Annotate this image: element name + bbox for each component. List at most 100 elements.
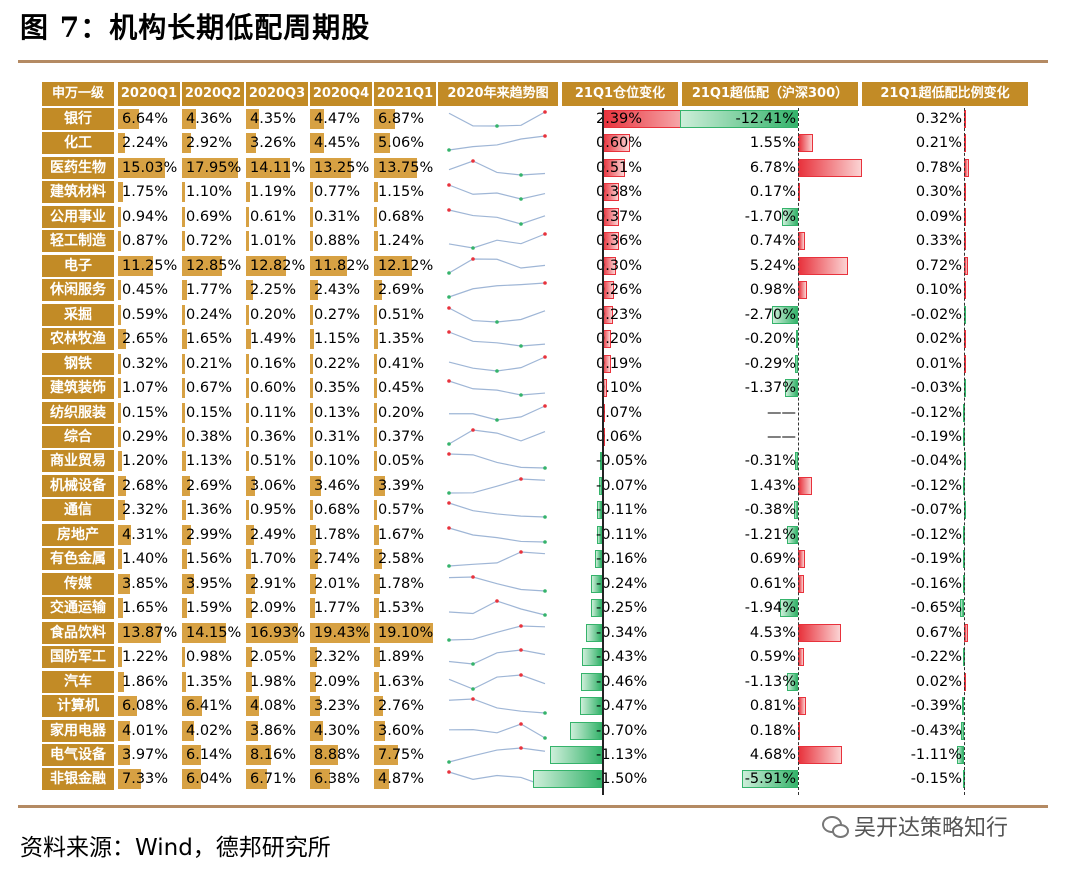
quarter-cell: 2.24%	[118, 132, 180, 154]
quarter-bar	[118, 206, 121, 227]
trend-line	[448, 135, 546, 152]
quarter-cell: 0.77%	[310, 181, 372, 203]
trend-point	[543, 232, 547, 237]
trend-sparkline	[447, 281, 547, 300]
quarter-value: 0.45%	[122, 282, 169, 299]
quarter-bar	[374, 182, 378, 203]
position-change-value: 0.37%	[596, 208, 643, 225]
overweight-ratio-change-value: -0.19%	[910, 428, 962, 445]
quarter-value: 4.47%	[314, 111, 361, 127]
quarter-value: 2.92%	[186, 135, 233, 152]
quarter-cell: 0.29%	[118, 426, 180, 448]
position-change-bar	[590, 599, 602, 618]
position-change-bar	[586, 623, 602, 642]
quarter-value: 3.95%	[186, 575, 233, 592]
row-label: 机械设备	[42, 474, 114, 497]
row-label: 电子	[42, 254, 114, 277]
trend-sparkline	[448, 672, 546, 691]
position-change-bar	[594, 550, 602, 569]
quarter-value: 2.09%	[314, 673, 361, 690]
quarter-value: 5.06%	[378, 135, 425, 152]
row-label: 计算机	[42, 695, 114, 718]
quarter-cell: 1.15%	[374, 181, 436, 203]
quarter-cell: 4.01%	[118, 720, 180, 742]
quarter-bar	[374, 500, 377, 521]
header-1: 2020Q1	[118, 82, 180, 106]
quarter-cell: 13.25%	[310, 157, 372, 179]
quarter-bar	[182, 378, 185, 399]
trend-sparkline	[448, 110, 547, 128]
quarter-bar	[310, 109, 324, 129]
quarter-value: 0.38%	[186, 428, 233, 445]
overweight-ratio-change-value: -0.19%	[910, 551, 962, 568]
trend-sparkline	[449, 403, 547, 422]
row-label: 有色金属	[42, 548, 114, 571]
quarter-value: 1.01%	[250, 233, 297, 250]
quarter-value: 3.23%	[314, 698, 361, 715]
quarter-cell: 2.99%	[182, 524, 244, 546]
quarter-cell: 0.68%	[310, 499, 372, 521]
row-label: 轻工制造	[42, 230, 114, 253]
quarter-cell: 12.82%	[246, 255, 308, 277]
quarter-bar	[246, 500, 249, 521]
trend-point	[471, 159, 475, 163]
position-change-value: 0.20%	[596, 331, 643, 348]
quarter-value: 6.38%	[314, 771, 361, 788]
quarter-cell: 14.15%	[182, 622, 244, 644]
quarter-cell: 0.59%	[118, 304, 180, 326]
quarter-value: 12.85%	[186, 257, 242, 274]
quarter-bar	[118, 304, 121, 325]
header-4: 2020Q4	[310, 82, 372, 106]
header-2: 2020Q2	[182, 82, 244, 106]
trend-line	[448, 527, 546, 543]
trend-point	[471, 686, 475, 691]
quarter-value: 11.82%	[314, 257, 370, 274]
quarter-value: 1.24%	[378, 233, 425, 250]
quarter-cell: 3.39%	[374, 475, 436, 497]
trend-sparkline	[447, 428, 546, 446]
quarter-bar	[118, 549, 123, 570]
overweight-bar	[772, 305, 798, 324]
quarter-bar	[310, 426, 313, 447]
quarter-cell: 0.94%	[118, 206, 180, 228]
quarter-cell: 0.38%	[182, 426, 244, 448]
quarter-cell: 7.75%	[374, 744, 436, 766]
quarter-bar	[246, 206, 249, 227]
quarter-cell: 19.10%	[374, 622, 436, 644]
position-change-value: -0.24%	[596, 575, 648, 592]
quarter-value: 0.77%	[314, 184, 361, 201]
bottom-rule	[18, 805, 1048, 808]
quarter-value: 3.86%	[250, 722, 297, 739]
quarter-value: 1.77%	[186, 282, 233, 299]
quarter-bar	[246, 353, 249, 374]
trend-point	[447, 442, 451, 446]
quarter-bar	[310, 769, 330, 790]
quarter-bar	[310, 720, 324, 741]
quarter-bar	[182, 647, 186, 668]
quarter-value: 1.10%	[186, 184, 233, 201]
quarter-cell: 0.45%	[374, 377, 436, 399]
quarter-cell: 12.12%	[374, 255, 436, 277]
trend-point	[447, 491, 451, 495]
quarter-value: 1.86%	[122, 673, 169, 690]
quarter-cell: 1.13%	[182, 450, 244, 472]
row-label: 农林牧渔	[42, 328, 114, 351]
trend-point	[519, 648, 523, 652]
trend-point	[495, 319, 499, 324]
quarter-cell: 0.61%	[246, 206, 308, 228]
quarter-bar	[182, 744, 202, 765]
trend-point	[447, 564, 451, 569]
quarter-cell: 1.19%	[246, 181, 308, 203]
row-label: 通信	[42, 499, 114, 522]
overweight-ratio-change-value: 0.33%	[915, 233, 962, 250]
quarter-cell: 6.04%	[182, 768, 244, 790]
overweight-ratio-change-value: 0.01%	[915, 355, 962, 372]
trend-sparkline	[447, 305, 546, 324]
quarter-cell: 0.51%	[374, 304, 436, 326]
row-label: 钢铁	[42, 352, 114, 375]
quarter-value: 1.15%	[314, 331, 361, 348]
quarter-bar	[118, 329, 127, 350]
quarter-value: 17.95%	[186, 159, 242, 176]
overweight-ratio-change-value: 0.78%	[915, 159, 962, 176]
quarter-bar	[118, 598, 124, 619]
